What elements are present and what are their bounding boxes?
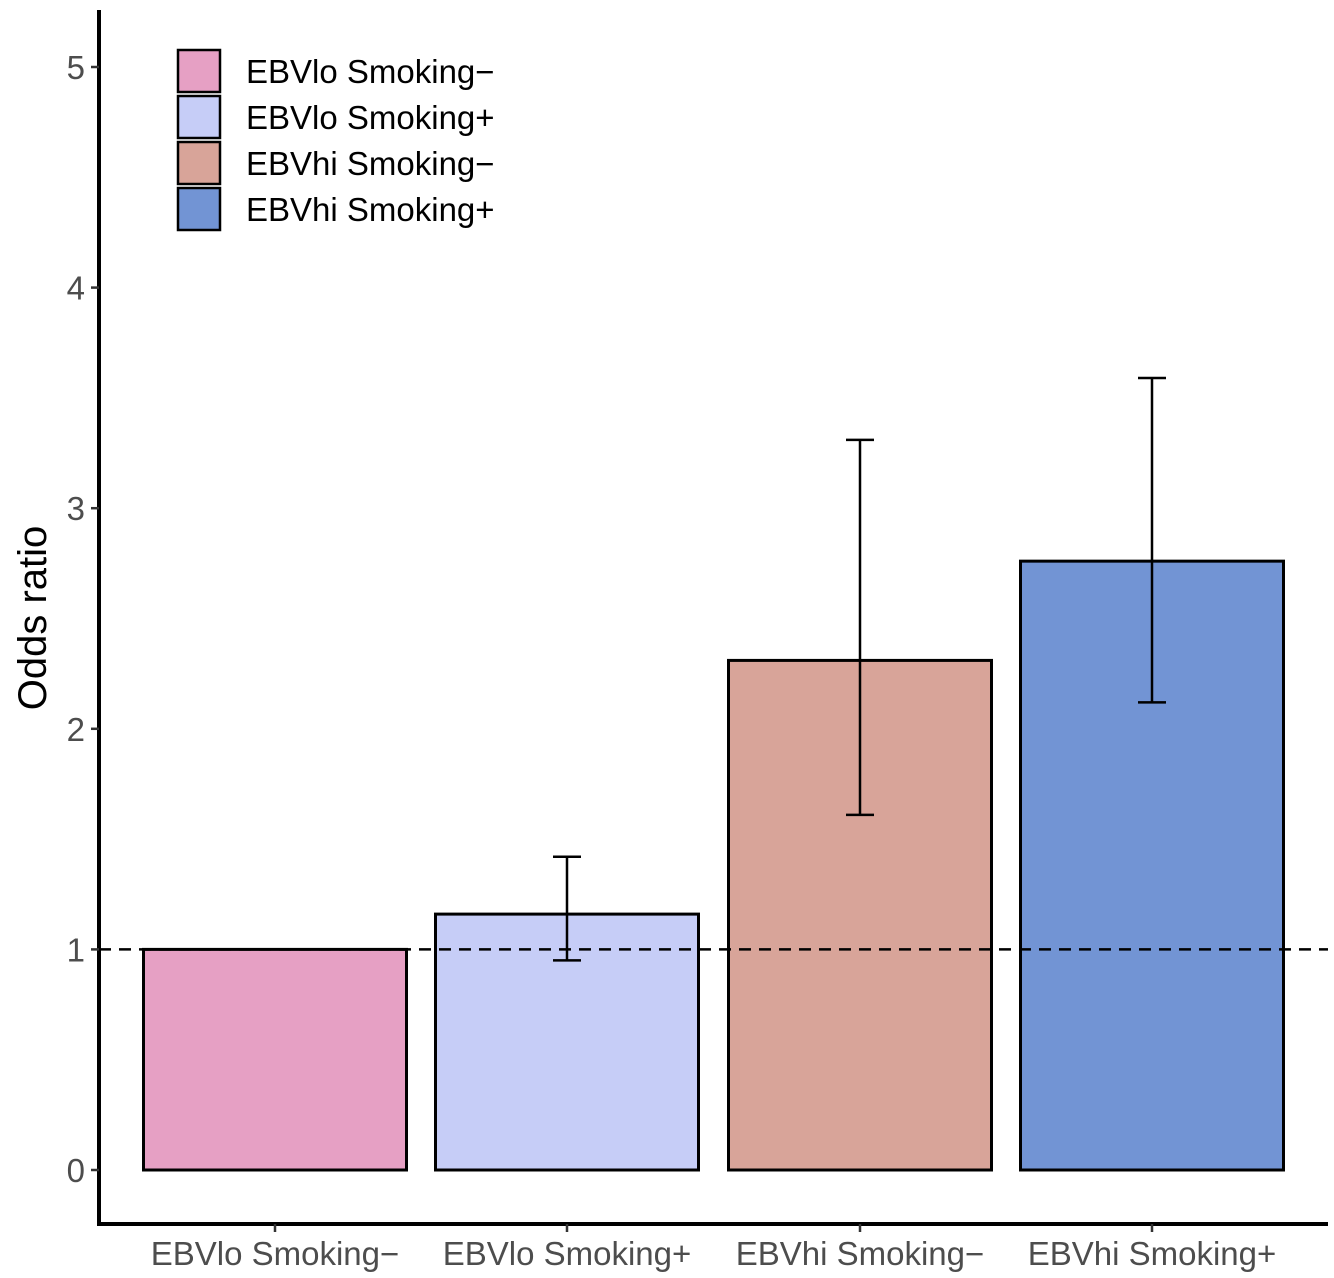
legend-swatch [176,186,222,232]
errorbar-4 [1138,376,1166,704]
x-tick-label: EBVlo Smoking− [151,1235,400,1272]
legend-item-4: EBVhi Smoking+ [176,186,495,232]
legend-swatch [176,48,222,94]
x-tick-label: EBVhi Smoking− [736,1235,985,1272]
legend-item-2: EBVlo Smoking+ [176,94,495,140]
y-tick-label: 0 [67,1152,85,1189]
axes-layer: 0 1 2 3 4 5 EBVlo Smoking− EBVlo Smoking+ EBVhi … [67,10,1328,1272]
legend-label: EBVhi Smoking+ [246,191,495,228]
errorbar-2 [553,855,581,962]
legend: EBVlo Smoking− EBVlo Smoking+ EBVhi Smokin… [176,48,495,232]
y-axis-title: Odds ratio [11,526,55,711]
legend-item-1: EBVlo Smoking− [176,48,495,94]
legend-label: EBVlo Smoking− [246,53,495,90]
y-tick-label: 1 [67,931,85,968]
errorbar-3 [846,438,874,817]
y-tick-label: 2 [67,711,85,748]
legend-label: EBVlo Smoking+ [246,99,495,136]
legend-label: EBVhi Smoking− [246,145,495,182]
legend-swatch [176,140,222,186]
x-tick-label: EBVlo Smoking+ [443,1235,692,1272]
legend-item-3: EBVhi Smoking− [176,140,495,186]
bar-1 [142,947,408,1172]
legend-swatch [176,94,222,140]
errorbars-layer [553,376,1166,962]
y-tick-label: 4 [67,270,85,307]
y-tick-label: 3 [67,490,85,527]
x-tick-label: EBVhi Smoking+ [1028,1235,1277,1272]
y-tick-label: 5 [67,49,85,86]
bars-layer [142,559,1285,1172]
